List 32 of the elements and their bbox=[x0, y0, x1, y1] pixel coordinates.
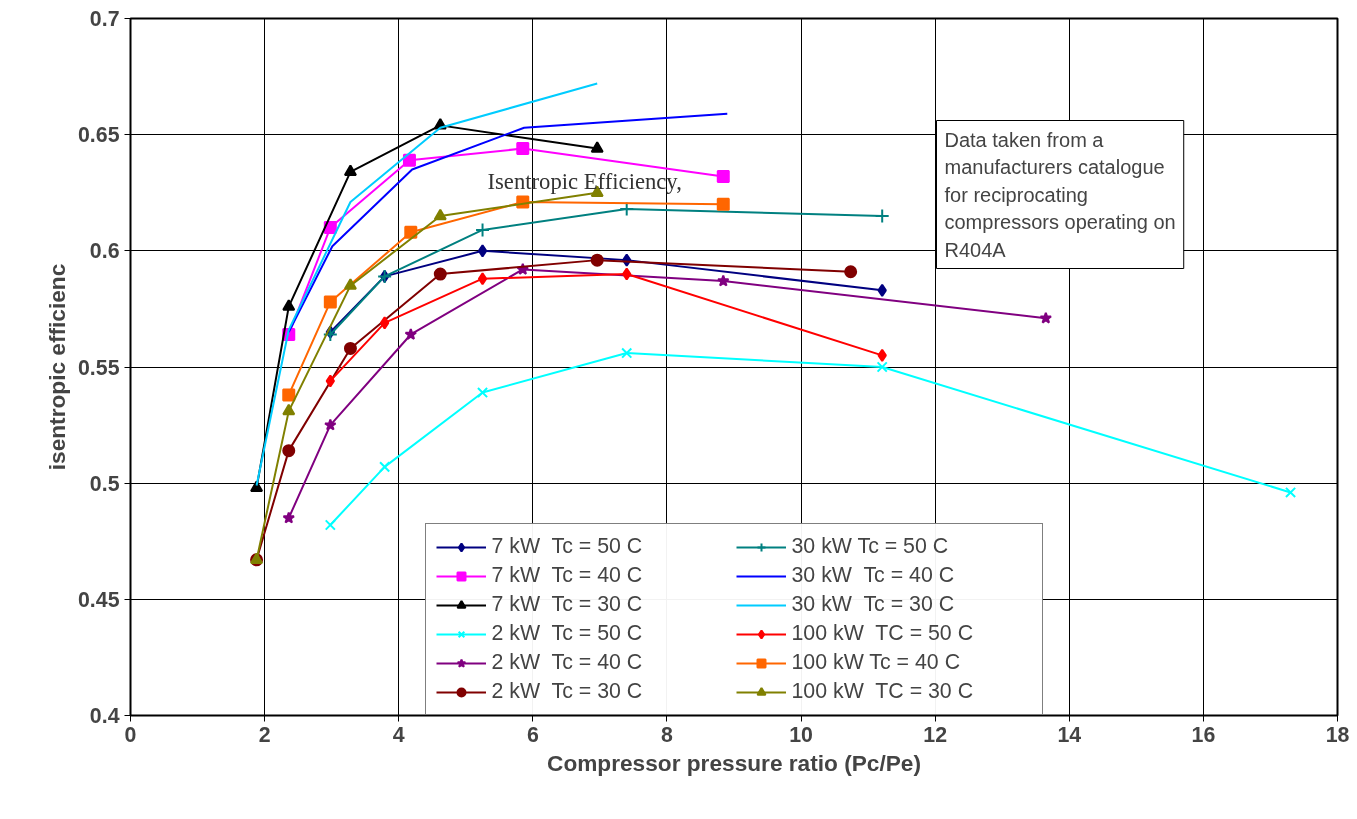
legend-label: 2 kW Tc = 50 C bbox=[491, 621, 644, 646]
y-tick-label: 0.55 bbox=[77, 355, 120, 380]
x-tick-label: 18 bbox=[1325, 722, 1350, 747]
y-tick-label: 0.5 bbox=[89, 471, 120, 496]
legend-label: 30 kW Tc = 50 C bbox=[791, 534, 950, 559]
legend-label: 100 kW TC = 50 C bbox=[791, 621, 975, 646]
x-tick-label: 12 bbox=[923, 722, 948, 747]
x-tick-label: 6 bbox=[526, 722, 539, 747]
legend-label: 7 kW Tc = 30 C bbox=[491, 592, 644, 617]
x-tick-label: 0 bbox=[124, 722, 137, 747]
x-tick-label: 2 bbox=[258, 722, 271, 747]
x-tick-label: 16 bbox=[1191, 722, 1216, 747]
y-tick-label: 0.6 bbox=[89, 239, 120, 264]
x-tick-label: 14 bbox=[1057, 722, 1082, 747]
legend-label: 2 kW Tc = 40 C bbox=[491, 650, 644, 675]
y-tick-label: 0.65 bbox=[77, 123, 120, 148]
y-tick-label: 0.4 bbox=[89, 704, 120, 728]
legend-label: 30 kW Tc = 30 C bbox=[791, 592, 956, 617]
legend-label: 100 kW TC = 30 C bbox=[791, 679, 975, 704]
legend-label: 30 kW Tc = 40 C bbox=[791, 563, 956, 588]
y-axis-title: isentropic efficienc bbox=[43, 263, 70, 471]
legend-label: 7 kW Tc = 40 C bbox=[491, 563, 644, 588]
x-tick-label: 8 bbox=[661, 722, 674, 747]
legend-label: 7 kW Tc = 50 C bbox=[491, 534, 644, 559]
annotation: Data taken from a manufacturers catalogue for reciprocating compressors operating on R404A bbox=[944, 128, 1176, 261]
legend-label: 100 kW Tc = 40 C bbox=[791, 650, 962, 675]
legend-label: 2 kW Tc = 30 C bbox=[491, 679, 644, 704]
y-tick-label: 0.7 bbox=[89, 7, 120, 31]
x-tick-label: 10 bbox=[789, 722, 813, 747]
x-tick-label: 4 bbox=[392, 722, 405, 747]
x-axis-title: Compressor pressure ratio (Pc/Pe) bbox=[547, 749, 921, 776]
y-tick-label: 0.45 bbox=[77, 587, 120, 612]
